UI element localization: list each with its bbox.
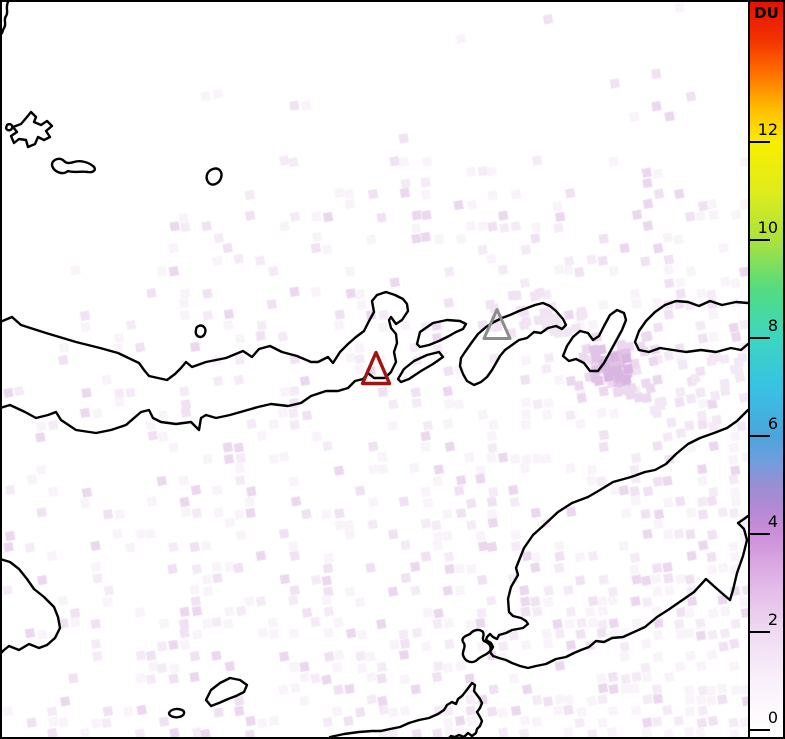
colorbar-tick bbox=[750, 239, 770, 242]
colorbar-tick-label: 8 bbox=[767, 316, 778, 335]
colorbar-gradient bbox=[750, 2, 783, 737]
colorbar-tick bbox=[750, 533, 770, 536]
colorbar-tick bbox=[750, 337, 770, 340]
colorbar-tick-label: 2 bbox=[767, 610, 778, 629]
colorbar-tick-label: 12 bbox=[757, 120, 778, 139]
colorbar-tick bbox=[750, 435, 770, 438]
colorbar-tick-label: 4 bbox=[767, 512, 778, 531]
colorbar-tick-label: 6 bbox=[767, 414, 778, 433]
trace-gas-pixel-field bbox=[2, 2, 748, 737]
colorbar-tick bbox=[750, 141, 770, 144]
colorbar: DU 12 10 8 6 4 2 0 bbox=[748, 0, 785, 739]
colorbar-tick-label: 0 bbox=[767, 708, 778, 727]
colorbar-tick-label: 10 bbox=[757, 218, 778, 237]
colorbar-tick bbox=[750, 631, 770, 634]
colorbar-tick bbox=[750, 729, 770, 732]
colorbar-unit-label: DU bbox=[754, 4, 779, 22]
